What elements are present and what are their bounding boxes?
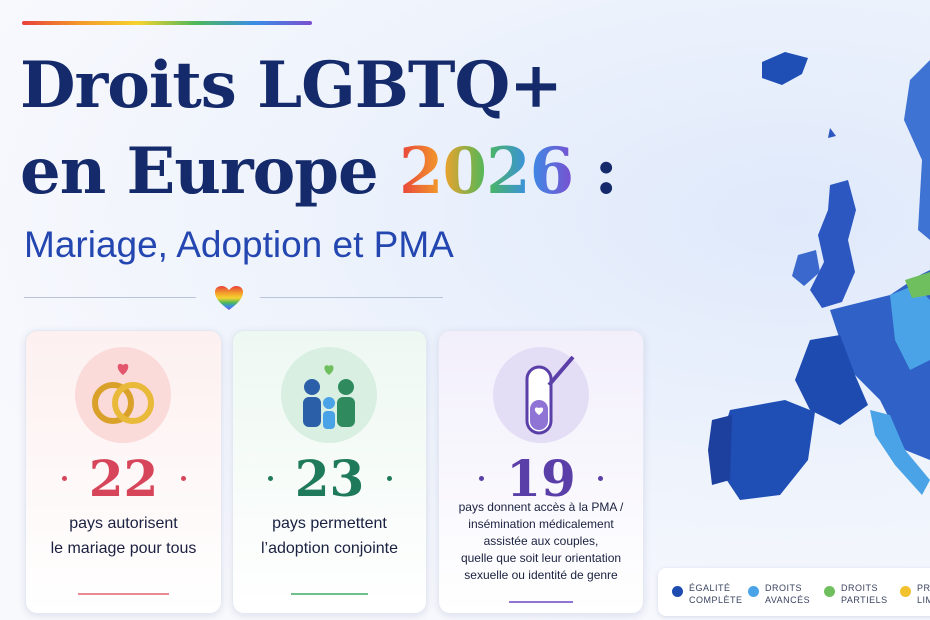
title-text: en Europe xyxy=(20,134,379,209)
stat-card: 22 pays autorisent le mariage pour tous xyxy=(25,330,222,614)
subtitle: Mariage, Adoption et PMA xyxy=(24,224,454,265)
europe-map xyxy=(708,52,930,500)
rainbow-bar xyxy=(22,21,312,25)
dot xyxy=(267,476,273,481)
stat-card: 23 pays permettent l’adoption conjointe xyxy=(232,330,427,614)
legend-dot xyxy=(900,586,911,597)
card-number: 19 xyxy=(506,449,576,508)
dot xyxy=(479,476,484,481)
card-underline xyxy=(509,601,573,603)
card-text-line: assistée aux couples, xyxy=(483,534,599,548)
title-line: en Europe 2026 : xyxy=(20,140,618,204)
card-text-line: pays donnent accès à la PMA / xyxy=(458,500,624,514)
test-tube-icon xyxy=(493,347,589,443)
dot xyxy=(61,476,67,481)
title-line: Droits LGBTQ+ xyxy=(20,54,563,118)
legend-label-line: PARTIELS xyxy=(841,595,888,605)
legend-label: ÉGALITÉ COMPLÈTE xyxy=(689,582,743,606)
legend-label-line: PRO xyxy=(917,583,930,593)
card-underline xyxy=(291,593,368,595)
title-text: Droits LGBTQ+ xyxy=(20,48,563,123)
legend-dot xyxy=(748,586,759,597)
heart-icon xyxy=(215,286,243,310)
divider xyxy=(24,297,196,298)
card-text-line: quelle que soit leur orientation xyxy=(460,551,622,565)
card-text-line: le mariage pour tous xyxy=(50,540,197,557)
card-text-line: l’adoption conjointe xyxy=(261,540,398,557)
card-text-line: insémination médicalement xyxy=(468,517,614,531)
legend-label: PRO LIM xyxy=(917,582,930,606)
legend-label-line: LIM xyxy=(917,595,930,605)
card-text-line: sexuelle ou identité de genre xyxy=(464,568,618,582)
legend-label-line: DROITS xyxy=(841,583,879,593)
legend-dot xyxy=(672,586,683,597)
stat-card: 19 pays donnent accès à la PMA / inséminat… xyxy=(438,330,644,614)
title-colon: : xyxy=(594,134,618,209)
family-icon xyxy=(281,347,377,443)
legend-label-line: AVANCÉS xyxy=(765,595,811,605)
legend-dot xyxy=(824,586,835,597)
card-number: 22 xyxy=(88,449,159,508)
card-number: 23 xyxy=(294,449,365,508)
card-text-line: pays permettent xyxy=(272,515,387,532)
dot xyxy=(598,476,603,481)
title-year: 2026 xyxy=(399,134,574,209)
legend-label-line: ÉGALITÉ xyxy=(689,583,731,593)
dot xyxy=(180,476,186,481)
divider xyxy=(260,297,443,298)
legend: ÉGALITÉ COMPLÈTE DROITS AVANCÉS DROITS PARTIE… xyxy=(658,568,930,616)
dot xyxy=(386,476,392,481)
legend-label: DROITS AVANCÉS xyxy=(765,582,810,606)
card-text-line: pays autorisent xyxy=(69,515,178,532)
legend-label-line: COMPLÈTE xyxy=(689,595,743,605)
legend-label: DROITS PARTIELS xyxy=(841,582,888,606)
card-underline xyxy=(78,593,169,595)
legend-label-line: DROITS xyxy=(765,583,803,593)
rings-icon xyxy=(75,347,171,443)
